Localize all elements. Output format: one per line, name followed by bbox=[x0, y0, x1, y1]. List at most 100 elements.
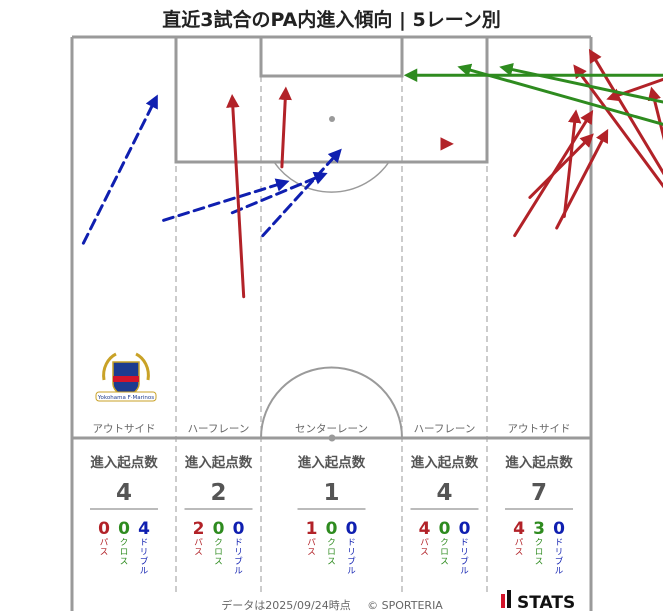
lane-1-dribble-label-char: リ bbox=[140, 548, 149, 558]
lane-5-cross-label-char: ス bbox=[535, 557, 544, 567]
lane-2-cross-label-char: ロ bbox=[214, 548, 223, 558]
cross-arrow-17 bbox=[457, 63, 663, 126]
club-crest: Yokohama F·Marinos bbox=[95, 352, 157, 402]
lane-4-dribble-label-char: ル bbox=[460, 567, 469, 577]
crest-laurel-right bbox=[135, 352, 150, 381]
lane-2-dribble-label-char: ブ bbox=[234, 556, 243, 567]
lane-4-cross-count: 0 bbox=[439, 519, 451, 539]
lane-1-cross-label-char: ス bbox=[120, 557, 129, 567]
lane-4-pass-count: 4 bbox=[419, 519, 431, 539]
lane-2-cross-label-char: ス bbox=[214, 557, 223, 567]
lane-total-5: 7 bbox=[531, 480, 547, 506]
lane-5-dribble-label-char: ブ bbox=[555, 556, 564, 567]
lane-5-cross-label-char: ロ bbox=[535, 548, 544, 558]
lane-start-label-1: 進入起点数 bbox=[90, 454, 158, 471]
lane-5-dribble-count: 0 bbox=[553, 519, 565, 539]
lane-4-dribble-label-char: ブ bbox=[460, 556, 469, 567]
lane-5-pass-count: 4 bbox=[513, 519, 525, 539]
lane-2-cross-count: 0 bbox=[213, 519, 225, 539]
dribble-arrow-4 bbox=[261, 148, 342, 238]
lane-separators bbox=[175, 76, 488, 592]
lane-5-cross-count: 3 bbox=[533, 519, 545, 539]
lane-4-cross-label-char: ロ bbox=[440, 548, 449, 558]
footer-copyright: © SPORTERIA bbox=[367, 599, 443, 611]
lane-total-2: 2 bbox=[210, 480, 226, 506]
lane-1-cross-label-char: ロ bbox=[120, 548, 129, 558]
penalty-arc bbox=[273, 161, 390, 193]
lane-4-dribble-label-char: リ bbox=[460, 548, 469, 558]
lane-3-dribble-label-char: ブ bbox=[347, 556, 356, 567]
lane-2-dribble-count: 0 bbox=[233, 519, 245, 539]
lane-start-label-5: 進入起点数 bbox=[505, 454, 573, 471]
dribble-arrow-2 bbox=[162, 178, 290, 222]
lane-4-pass-label-char: ス bbox=[420, 548, 429, 558]
lane-3-pass-label-char: ス bbox=[307, 548, 316, 558]
lane-3-cross-label-char: ク bbox=[327, 538, 336, 548]
lane-1-dribble-label-char: ブ bbox=[140, 556, 149, 567]
lane-1-cross-label-char: ク bbox=[120, 538, 129, 548]
lane-name-5: アウトサイド bbox=[508, 423, 571, 435]
lane-3-dribble-count: 0 bbox=[346, 519, 358, 539]
pass-arrow-13 bbox=[573, 64, 663, 189]
lane-name-2: ハーフレーン bbox=[188, 423, 250, 435]
pass-arrow-5 bbox=[226, 94, 246, 299]
stats-logo-text: STATS bbox=[517, 593, 575, 611]
lane-3-dribble-label-char: ル bbox=[347, 567, 356, 577]
lane-total-3: 1 bbox=[323, 480, 339, 506]
pass-arrow-14 bbox=[647, 86, 663, 141]
lane-4-cross-label-char: ス bbox=[440, 557, 449, 567]
lane-total-1: 4 bbox=[116, 480, 132, 506]
lane-2-pass-label-char: パ bbox=[194, 538, 203, 548]
stats-logo-mark-red bbox=[501, 594, 505, 608]
lane-2-dribble-label-char: リ bbox=[234, 548, 243, 558]
lane-5-pass-label-char: ス bbox=[515, 548, 524, 558]
goal-area bbox=[259, 37, 404, 78]
lane-1-dribble-count: 4 bbox=[138, 519, 150, 539]
lane-start-label-2: 進入起点数 bbox=[185, 454, 253, 471]
lane-5-pass-label-char: パ bbox=[515, 538, 524, 548]
lane-5-dribble-label-char: ド bbox=[555, 538, 564, 548]
lane-4-pass-label-char: パ bbox=[420, 538, 429, 548]
lane-start-label-4: 進入起点数 bbox=[411, 454, 479, 471]
lane-2-pass-count: 2 bbox=[193, 519, 205, 539]
crest-laurel-left bbox=[102, 352, 117, 381]
entry-arrows bbox=[81, 48, 663, 299]
lane-1-pass-label-char: パ bbox=[100, 538, 109, 548]
lane-1-cross-count: 0 bbox=[118, 519, 130, 539]
lane-3-pass-label-char: パ bbox=[307, 538, 316, 548]
lane-1-dribble-label-char: ル bbox=[140, 567, 149, 577]
lane-2-dribble-label-char: ド bbox=[234, 538, 243, 548]
lane-3-dribble-label-char: リ bbox=[347, 548, 356, 558]
chart-title: 直近3試合のPA内進入傾向 | 5レーン別 bbox=[162, 8, 501, 31]
dribble-arrow-3 bbox=[230, 171, 328, 215]
lane-3-pass-count: 1 bbox=[306, 519, 318, 539]
center-spot bbox=[328, 434, 336, 442]
cross-arrow-18 bbox=[499, 62, 663, 104]
lane-name-3: センターレーン bbox=[295, 423, 368, 435]
lane-2-cross-label-char: ク bbox=[214, 538, 223, 548]
lane-3-dribble-label-char: ド bbox=[347, 538, 356, 548]
lane-5-dribble-label-char: ル bbox=[555, 567, 564, 577]
lane-3-cross-count: 0 bbox=[326, 519, 338, 539]
lane-4-dribble-count: 0 bbox=[459, 519, 471, 539]
penalty-spot bbox=[329, 116, 335, 122]
center-circle bbox=[260, 366, 403, 439]
lane-2-dribble-label-char: ル bbox=[234, 567, 243, 577]
stats-logo: STATS bbox=[501, 590, 575, 611]
lane-name-1: アウトサイド bbox=[93, 423, 156, 435]
pass-arrow-11 bbox=[562, 109, 582, 218]
lane-2-pass-label-char: ス bbox=[194, 548, 203, 558]
footer-timestamp: データは2025/09/24時点 bbox=[221, 598, 350, 611]
lane-5-cross-label-char: ク bbox=[535, 538, 544, 548]
lane-1-pass-count: 0 bbox=[98, 519, 110, 539]
stats-logo-mark-dark bbox=[507, 590, 511, 608]
pass-arrow-15 bbox=[606, 77, 663, 102]
lane-start-label-3: 進入起点数 bbox=[298, 454, 366, 471]
lane-1-dribble-label-char: ド bbox=[140, 538, 149, 548]
lane-4-dribble-label-char: ド bbox=[460, 538, 469, 548]
lane-4-cross-label-char: ク bbox=[440, 538, 449, 548]
lane-1-pass-label-char: ス bbox=[100, 548, 109, 558]
lane-3-cross-label-char: ス bbox=[327, 557, 336, 567]
pass-arrow-9 bbox=[513, 109, 594, 238]
